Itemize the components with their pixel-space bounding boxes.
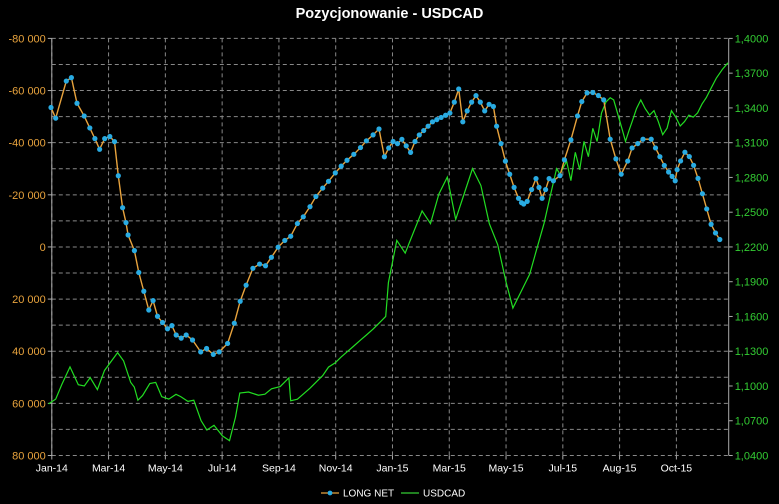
svg-text:1,2800: 1,2800 [735, 172, 769, 184]
svg-text:Jan-15: Jan-15 [376, 463, 408, 475]
svg-text:-20 000: -20 000 [8, 190, 45, 202]
svg-text:1,0400: 1,0400 [735, 451, 769, 463]
svg-text:1,2200: 1,2200 [735, 242, 769, 254]
svg-text:Jul-15: Jul-15 [549, 463, 578, 475]
svg-text:-40 000: -40 000 [8, 138, 45, 150]
svg-text:1,0700: 1,0700 [735, 416, 769, 428]
svg-text:May-15: May-15 [489, 463, 524, 475]
svg-text:80 000: 80 000 [12, 451, 46, 463]
svg-text:1,3700: 1,3700 [735, 68, 769, 80]
svg-text:Mar-14: Mar-14 [92, 463, 125, 475]
svg-text:1,2500: 1,2500 [735, 207, 769, 219]
svg-text:Sep-14: Sep-14 [262, 463, 296, 475]
svg-text:1,1600: 1,1600 [735, 311, 769, 323]
svg-text:Jan-14: Jan-14 [36, 463, 68, 475]
svg-text:USDCAD: USDCAD [423, 489, 465, 500]
svg-text:LONG NET: LONG NET [343, 489, 394, 500]
svg-text:1,1900: 1,1900 [735, 277, 769, 289]
svg-text:1,1300: 1,1300 [735, 346, 769, 358]
svg-text:60 000: 60 000 [12, 398, 46, 410]
svg-text:40 000: 40 000 [12, 346, 46, 358]
svg-text:1,4000: 1,4000 [735, 33, 769, 45]
svg-text:Mar-15: Mar-15 [433, 463, 466, 475]
svg-text:20 000: 20 000 [12, 294, 46, 306]
svg-text:-60 000: -60 000 [8, 86, 45, 98]
svg-text:1,3100: 1,3100 [735, 138, 769, 150]
svg-text:-80 000: -80 000 [8, 33, 45, 45]
svg-text:Oct-15: Oct-15 [661, 463, 693, 475]
svg-text:Jul-14: Jul-14 [208, 463, 237, 475]
svg-text:Aug-15: Aug-15 [603, 463, 637, 475]
svg-text:Nov-14: Nov-14 [319, 463, 353, 475]
svg-text:1,3400: 1,3400 [735, 103, 769, 115]
svg-text:1,1000: 1,1000 [735, 381, 769, 393]
svg-text:0: 0 [40, 242, 46, 254]
svg-text:May-14: May-14 [148, 463, 183, 475]
